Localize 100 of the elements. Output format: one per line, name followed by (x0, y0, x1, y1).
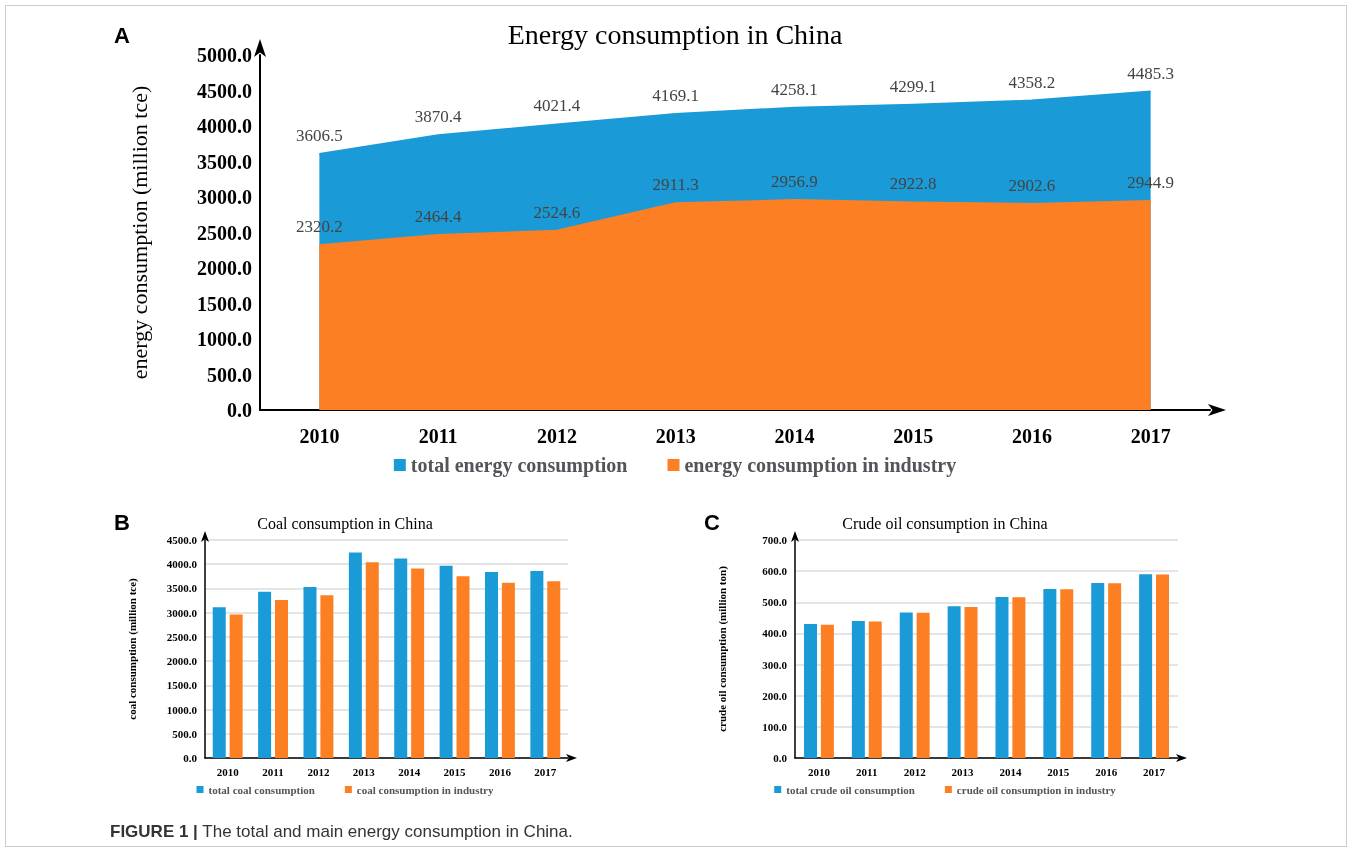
bar (456, 576, 470, 758)
y-tick-label: 2000.0 (197, 257, 252, 279)
bar (899, 612, 913, 758)
bar (851, 620, 865, 758)
y-tick-label: 2500.0 (166, 630, 198, 643)
bar (530, 571, 544, 758)
x-tick-label: 2016 (1011, 425, 1052, 447)
x-tick-label: 2013 (655, 425, 696, 447)
bar (411, 568, 425, 758)
data-label: 4258.1 (771, 79, 818, 99)
x-tick-label: 2012 (536, 425, 577, 447)
bar (365, 562, 379, 758)
bar (868, 621, 882, 758)
bar (320, 595, 334, 758)
bar (1108, 583, 1122, 758)
bar (916, 612, 930, 758)
y-tick-label: 500.0 (762, 596, 788, 609)
text: C (704, 510, 720, 536)
bar (1060, 589, 1074, 758)
bar (348, 552, 362, 758)
x-tick-label: 2010 (216, 765, 240, 778)
bar (229, 614, 243, 758)
y-tick-label: 5000.0 (197, 44, 252, 66)
bar (1156, 574, 1170, 758)
data-label: 4299.1 (889, 76, 937, 96)
x-tick-label: 2016 (488, 765, 512, 778)
y-tick-label: 3000.0 (197, 186, 252, 208)
y-tick-label: 0.0 (183, 752, 198, 764)
y-tick-label: 4000.0 (197, 115, 252, 137)
data-label: 2911.3 (652, 175, 699, 195)
data-label: 2464.4 (414, 207, 462, 227)
legend-label: total energy consumption (410, 454, 628, 477)
bar (820, 624, 834, 758)
x-tick-label: 2014 (774, 425, 815, 447)
data-label: 3606.5 (296, 125, 343, 145)
x-tick-label: 2014 (999, 765, 1022, 778)
data-label: 3870.4 (414, 107, 462, 127)
text: B (114, 510, 130, 536)
y-tick-label: 4500.0 (166, 534, 198, 546)
bar (258, 591, 272, 758)
y-tick-label: 600.0 (762, 565, 788, 578)
x-tick-label: 2017 (1143, 765, 1166, 778)
bar (803, 624, 817, 758)
data-label: 4169.1 (652, 85, 699, 105)
x-tick-label: 2010 (807, 765, 831, 778)
data-label: 4021.4 (533, 96, 581, 116)
y-tick-label: 4000.0 (166, 558, 198, 571)
y-axis-title: crude oil consumption (million ton) (715, 565, 729, 732)
y-tick-label: 1000.0 (197, 328, 252, 350)
x-tick-label: 2013 (352, 765, 376, 778)
y-tick-label: 300.0 (762, 658, 788, 671)
bar (303, 586, 317, 758)
y-tick-label: 1500.0 (166, 679, 198, 692)
bar (947, 606, 961, 758)
y-tick-label: 1500.0 (197, 292, 252, 315)
x-tick-label: 2011 (262, 765, 284, 778)
y-axis-title: coal consumption (million tce) (125, 577, 139, 720)
y-tick-label: 2000.0 (166, 655, 198, 668)
caption: FIGURE 1 | The total and main energy consumption in China. (110, 822, 573, 842)
text: A (114, 23, 130, 49)
bar (1091, 582, 1105, 758)
bar (501, 582, 515, 758)
data-label: 2922.8 (889, 174, 937, 194)
bar (439, 565, 453, 758)
data-label: 4358.2 (1008, 72, 1056, 92)
y-tick-label: 4500.0 (197, 79, 252, 102)
y-tick-label: 500.0 (172, 727, 198, 740)
bar (1012, 597, 1026, 758)
x-tick-label: 2016 (1095, 765, 1118, 778)
x-tick-label: 2012 (307, 765, 330, 778)
x-tick-label: 2015 (443, 765, 467, 778)
y-tick-label: 0.0 (773, 752, 788, 764)
x-tick-label: 2014 (398, 765, 421, 778)
x-tick-label: 2011 (856, 765, 878, 778)
x-tick-label: 2017 (534, 765, 557, 778)
y-tick-label: 1000.0 (166, 703, 198, 716)
y-tick-label: 100.0 (762, 720, 788, 733)
y-axis-title: energy consumption (million tce) (126, 85, 152, 380)
chart-title: Energy consumption in China (507, 18, 843, 50)
x-tick-label: 2015 (1047, 765, 1070, 778)
bar (995, 596, 1009, 758)
bar (964, 606, 978, 758)
x-tick-label: 2010 (299, 425, 340, 447)
legend-label: crude oil consumption in industry (956, 783, 1117, 796)
legend-label: energy consumption in industry (684, 454, 957, 477)
y-tick-label: 0.0 (227, 399, 252, 421)
data-label: 2902.6 (1008, 175, 1056, 195)
chart-title: Coal consumption in China (257, 514, 433, 533)
bar (547, 581, 561, 758)
y-tick-label: 2500.0 (197, 221, 252, 244)
y-tick-label: 3500.0 (197, 150, 252, 173)
y-tick-label: 400.0 (762, 627, 788, 640)
data-label: 4485.3 (1127, 63, 1174, 83)
legend-label: total crude oil consumption (786, 783, 915, 796)
legend-label: coal consumption in industry (356, 783, 494, 796)
bar (1139, 574, 1153, 758)
legend-label: total coal consumption (208, 783, 315, 796)
y-tick-label: 3500.0 (166, 582, 198, 595)
y-tick-label: 3000.0 (166, 606, 198, 619)
x-tick-label: 2011 (418, 425, 458, 447)
